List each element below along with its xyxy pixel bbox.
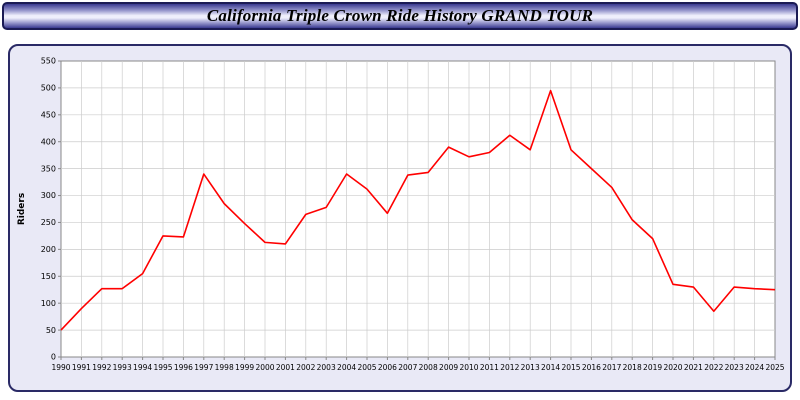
svg-text:200: 200 <box>41 245 56 254</box>
svg-text:1995: 1995 <box>153 363 172 372</box>
svg-text:1998: 1998 <box>215 363 234 372</box>
svg-text:2007: 2007 <box>398 363 417 372</box>
svg-text:150: 150 <box>41 272 56 281</box>
svg-text:2019: 2019 <box>643 363 662 372</box>
svg-text:2013: 2013 <box>521 363 540 372</box>
svg-text:1993: 1993 <box>113 363 132 372</box>
svg-text:2015: 2015 <box>561 363 580 372</box>
svg-text:2001: 2001 <box>276 363 295 372</box>
svg-text:2021: 2021 <box>684 363 703 372</box>
svg-text:2010: 2010 <box>459 363 478 372</box>
svg-text:1991: 1991 <box>72 363 91 372</box>
svg-text:400: 400 <box>41 137 56 146</box>
svg-text:450: 450 <box>41 111 56 120</box>
title-bar: California Triple Crown Ride History GRA… <box>2 2 798 30</box>
svg-text:1994: 1994 <box>133 363 152 372</box>
svg-text:50: 50 <box>46 326 56 335</box>
svg-text:Riders: Riders <box>17 193 27 225</box>
svg-text:550: 550 <box>41 57 56 66</box>
page-title: California Triple Crown Ride History GRA… <box>206 6 594 25</box>
svg-text:2018: 2018 <box>623 363 642 372</box>
svg-text:100: 100 <box>41 299 56 308</box>
svg-text:2025: 2025 <box>765 363 784 372</box>
svg-text:2016: 2016 <box>582 363 601 372</box>
svg-text:1992: 1992 <box>92 363 111 372</box>
svg-text:2000: 2000 <box>255 363 274 372</box>
svg-text:2008: 2008 <box>419 363 438 372</box>
chart-svg: 1990 1991 1992 1993 1994 1995 1996 1997 1998 1999… <box>17 57 785 372</box>
svg-text:2017: 2017 <box>602 363 621 372</box>
chart-panel: 1990 1991 1992 1993 1994 1995 1996 1997 1998 1999… <box>8 44 792 392</box>
svg-text:2002: 2002 <box>296 363 315 372</box>
svg-text:2011: 2011 <box>480 363 499 372</box>
svg-text:2004: 2004 <box>337 363 356 372</box>
svg-text:2009: 2009 <box>439 363 458 372</box>
svg-text:1997: 1997 <box>194 363 213 372</box>
svg-text:300: 300 <box>41 191 56 200</box>
svg-text:2003: 2003 <box>317 363 336 372</box>
svg-text:350: 350 <box>41 164 56 173</box>
svg-text:2006: 2006 <box>378 363 397 372</box>
svg-text:1999: 1999 <box>235 363 254 372</box>
svg-text:2024: 2024 <box>745 363 764 372</box>
svg-text:500: 500 <box>41 84 56 93</box>
svg-text:2023: 2023 <box>725 363 744 372</box>
svg-text:0: 0 <box>51 353 56 362</box>
svg-text:1996: 1996 <box>174 363 193 372</box>
svg-text:2022: 2022 <box>704 363 723 372</box>
svg-text:250: 250 <box>41 218 56 227</box>
svg-text:2014: 2014 <box>541 363 560 372</box>
svg-text:2005: 2005 <box>357 363 376 372</box>
svg-text:1990: 1990 <box>51 363 70 372</box>
svg-text:2012: 2012 <box>500 363 519 372</box>
svg-text:2020: 2020 <box>663 363 682 372</box>
